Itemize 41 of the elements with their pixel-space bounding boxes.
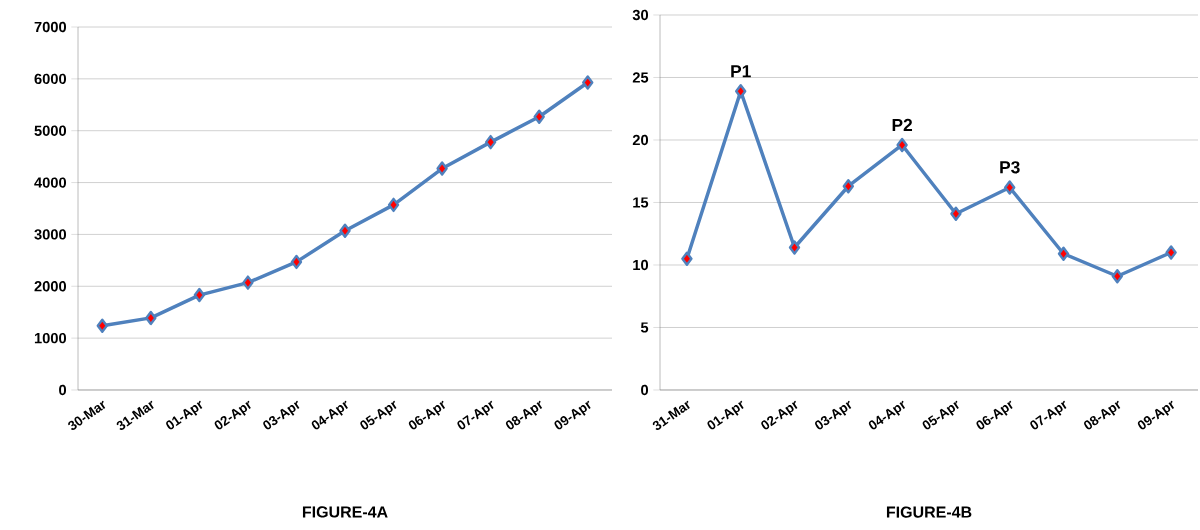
point xyxy=(582,75,594,90)
y-tick-label: 10 xyxy=(633,259,649,271)
point xyxy=(290,254,303,270)
y-tick-label: 25 xyxy=(632,72,649,83)
point xyxy=(788,240,801,255)
point xyxy=(339,223,351,238)
y-tick-label: 4000 xyxy=(34,177,67,188)
point xyxy=(1004,180,1016,195)
text: FIGURE-4A xyxy=(302,506,388,518)
point xyxy=(242,275,254,290)
point xyxy=(96,318,108,333)
point xyxy=(387,197,400,213)
point xyxy=(1057,246,1070,261)
point xyxy=(484,134,497,150)
text: FIGURE-4B xyxy=(886,506,972,518)
y-tick-label: 0 xyxy=(641,384,649,396)
y-tick-label: 20 xyxy=(632,134,649,146)
y-tick-label: 30 xyxy=(632,9,649,21)
point xyxy=(193,287,206,303)
annotation: P3 xyxy=(1000,161,1020,174)
y-tick-label: 7000 xyxy=(34,21,67,33)
y-tick-label: 1000 xyxy=(34,332,67,344)
y-tick-label: 3000 xyxy=(34,229,67,240)
y-tick-label: 5000 xyxy=(34,125,67,136)
point xyxy=(1165,245,1177,260)
y-tick-label: 15 xyxy=(633,197,649,208)
y-tick-label: 5 xyxy=(640,322,649,333)
point xyxy=(533,109,545,124)
point xyxy=(681,251,693,266)
y-tick-label: 0 xyxy=(59,384,67,396)
annotation: P2 xyxy=(892,118,913,131)
point xyxy=(145,310,157,326)
point xyxy=(896,137,908,153)
annotation: P1 xyxy=(731,65,751,78)
point xyxy=(950,206,962,221)
point xyxy=(1111,269,1124,284)
point xyxy=(436,161,448,176)
y-tick-label: 6000 xyxy=(34,73,67,85)
point xyxy=(735,84,747,99)
y-tick-label: 2000 xyxy=(34,281,67,292)
point xyxy=(842,179,855,194)
